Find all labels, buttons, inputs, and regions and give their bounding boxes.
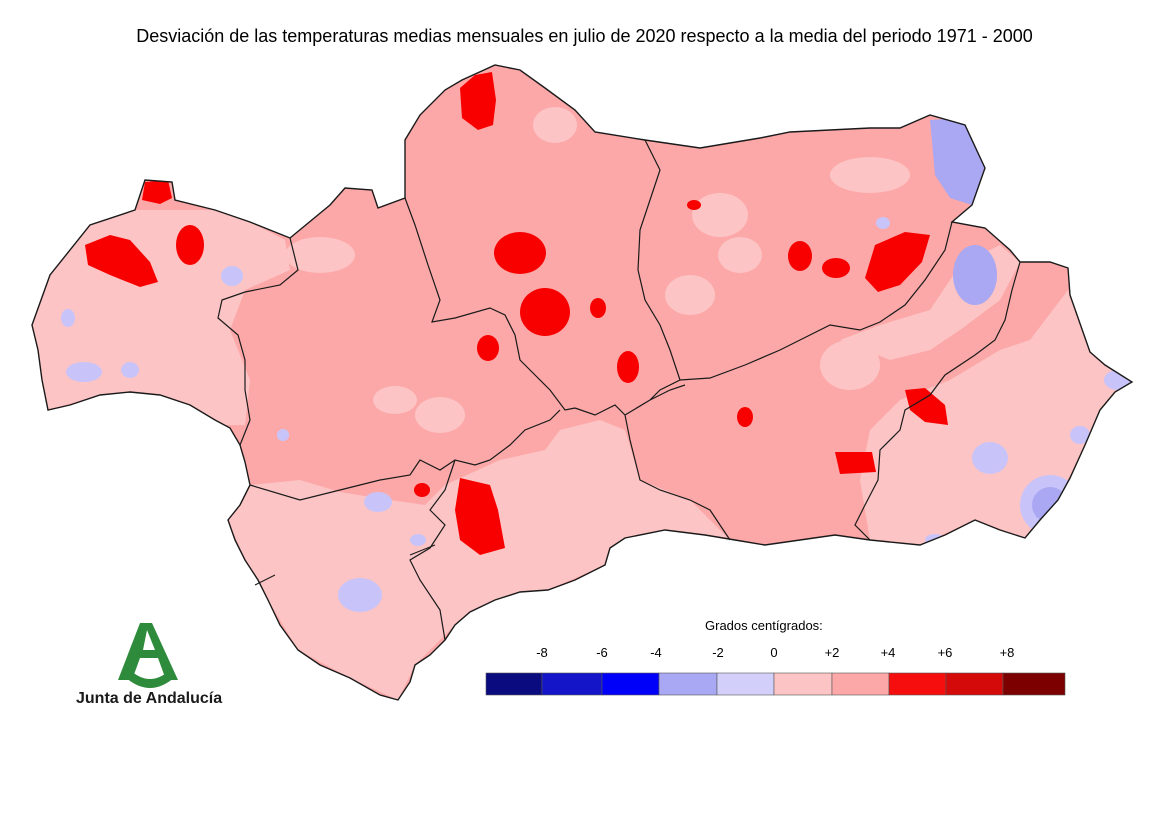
border-granada-malaga xyxy=(649,384,686,401)
border-granada-almeria xyxy=(854,261,1021,541)
border-cordoba-jaen xyxy=(624,139,681,416)
map-title: Desviación de las temperaturas medias me… xyxy=(136,26,1033,46)
legend-color-scale xyxy=(485,672,1066,696)
junta-andalucia-logo xyxy=(118,623,178,688)
border-cadiz-malaga xyxy=(409,459,456,641)
legend-tick-label: -8 xyxy=(536,645,548,660)
legend-tick-label: 0 xyxy=(770,645,778,660)
legend-bin xyxy=(485,672,543,696)
border-cordoba-malaga xyxy=(574,404,731,541)
legend-tick-label: +2 xyxy=(824,645,840,660)
legend-title: Grados centígrados: xyxy=(705,618,823,633)
legend-bin xyxy=(773,672,833,696)
legend-bin xyxy=(888,672,947,696)
coastal-markers xyxy=(254,544,436,586)
province-borders xyxy=(217,139,1021,641)
legend-tick-label: +4 xyxy=(880,645,896,660)
legend-bin xyxy=(831,672,890,696)
andalucia-outline xyxy=(31,64,1134,701)
legend-bin xyxy=(945,672,1004,696)
logo-text: Junta de Andalucía xyxy=(76,690,223,707)
border-jaen-granada xyxy=(679,221,953,381)
logo-swoosh-icon xyxy=(124,670,176,688)
border-sevilla-cordoba xyxy=(404,197,576,411)
legend-tick-label: -6 xyxy=(596,645,608,660)
legend-bin xyxy=(716,672,775,696)
legend-tick-label: -2 xyxy=(712,645,724,660)
anomaly-hot-zones xyxy=(85,72,948,555)
legend-bin xyxy=(541,672,603,696)
border-sevilla-cadiz xyxy=(249,409,561,501)
legend-tick-label: +6 xyxy=(937,645,953,660)
border-huelva-sevilla xyxy=(217,237,299,446)
logo-arch-icon xyxy=(118,623,178,680)
legend-bin xyxy=(658,672,718,696)
legend-bin xyxy=(1002,672,1066,696)
legend-tick-label: +8 xyxy=(999,645,1015,660)
legend-tick-label: -4 xyxy=(650,645,662,660)
legend-bin xyxy=(601,672,660,696)
